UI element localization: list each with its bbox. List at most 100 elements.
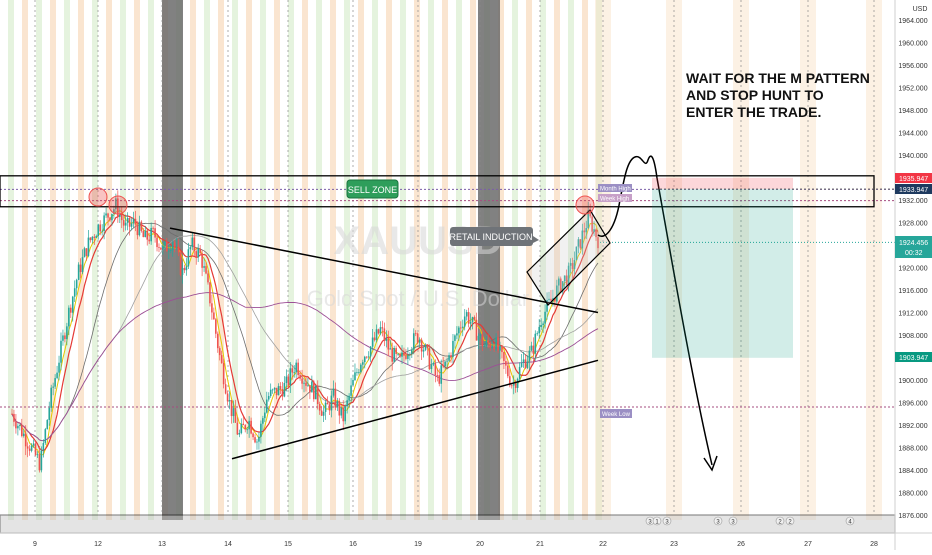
take-profit-zone[interactable] xyxy=(652,189,793,358)
session-band xyxy=(120,0,126,520)
candle-body xyxy=(305,382,307,386)
event-badge[interactable] xyxy=(785,516,795,526)
candle-body xyxy=(446,360,448,362)
candle-body xyxy=(71,296,74,313)
candle-body xyxy=(336,401,339,408)
session-band xyxy=(106,0,112,520)
candle-body xyxy=(338,401,341,416)
price-tick-label: 1952.000 xyxy=(898,86,927,93)
price-tick-label: 1948.000 xyxy=(898,108,927,115)
candle-body xyxy=(334,388,337,408)
candle-body xyxy=(397,353,399,355)
candle-body xyxy=(495,337,497,350)
candle-body xyxy=(56,372,58,379)
price-tick-label: 1888.000 xyxy=(898,446,927,453)
candle-body xyxy=(489,343,492,348)
event-badge[interactable] xyxy=(728,516,738,526)
candle-body xyxy=(438,375,441,384)
candle-body xyxy=(26,446,29,449)
candle-body xyxy=(109,217,111,221)
candle-body xyxy=(226,393,229,402)
candle-body xyxy=(307,385,309,387)
candle-body xyxy=(524,359,527,368)
candle-body xyxy=(499,346,501,351)
candle-body xyxy=(30,445,33,451)
candle-body xyxy=(289,368,292,386)
candle-body xyxy=(162,245,164,250)
entry-tag-bg xyxy=(895,184,932,194)
high-marker xyxy=(575,195,595,215)
event-badge[interactable] xyxy=(845,516,855,526)
candle-body xyxy=(587,210,590,229)
event-badge[interactable] xyxy=(652,516,662,526)
event-badge[interactable] xyxy=(662,516,672,526)
note-line-1: WAIT FOR THE M PATTERN xyxy=(686,70,870,86)
candle-body xyxy=(424,345,427,350)
candle-body xyxy=(387,338,390,350)
price-tick-label: 1960.000 xyxy=(898,41,927,48)
session-band xyxy=(260,0,266,520)
lower-trendline[interactable] xyxy=(231,359,599,460)
candle-body xyxy=(222,363,225,385)
bottom-zone-box[interactable] xyxy=(0,514,896,534)
candle-body xyxy=(158,247,160,248)
candle-body xyxy=(199,248,201,254)
session-band xyxy=(540,0,546,520)
trade-note[interactable]: WAIT FOR THE M PATTERN AND STOP HUNT TO … xyxy=(686,70,870,120)
watermark-description: Gold Spot / U.S. Dollar xyxy=(307,286,530,311)
session-band xyxy=(36,0,42,520)
event-badge[interactable] xyxy=(775,516,785,526)
candle-body xyxy=(430,364,433,370)
upper-trendline[interactable] xyxy=(169,227,599,314)
event-badge-count: 1 xyxy=(655,520,659,526)
candles xyxy=(11,190,599,473)
candle-body xyxy=(591,216,593,232)
candle-body xyxy=(565,275,568,285)
sell-zone-box[interactable] xyxy=(0,175,875,208)
stop-loss-zone[interactable] xyxy=(652,177,793,190)
candle-body xyxy=(42,442,45,451)
candle-body xyxy=(244,425,247,430)
candle-body xyxy=(150,227,152,242)
candle-body xyxy=(105,213,107,216)
event-badge[interactable] xyxy=(713,516,723,526)
candle-body xyxy=(160,247,162,250)
weekend-band xyxy=(478,0,500,520)
candle-body xyxy=(422,349,425,352)
induction-channel[interactable] xyxy=(526,209,611,306)
candle-body xyxy=(13,413,15,422)
session-band xyxy=(218,0,224,520)
price-tick-label: 1964.000 xyxy=(898,18,927,25)
session-band xyxy=(246,0,252,520)
event-badge-count: 3 xyxy=(665,520,669,526)
candle-body xyxy=(558,278,560,286)
retail-induction-label[interactable]: RETAIL INDUCTION xyxy=(449,227,539,246)
time-tick-label: 23 xyxy=(670,541,678,548)
price-tick-label: 1944.000 xyxy=(898,131,927,138)
price-tick-label: 1896.000 xyxy=(898,401,927,408)
time-tick-label: 22 xyxy=(599,541,607,548)
candle-body xyxy=(583,230,586,233)
candle-body xyxy=(238,432,241,435)
session-band xyxy=(582,0,588,520)
price-axis: 1876.000 1880.000 1884.000 1888.000 1892.000… xyxy=(894,0,928,550)
candle-body xyxy=(379,327,382,334)
candle-body xyxy=(48,407,51,420)
trade-box xyxy=(652,177,895,358)
candle-body xyxy=(313,381,315,400)
candle-body xyxy=(228,399,231,402)
candle-body xyxy=(250,420,252,434)
candle-body xyxy=(19,424,21,426)
candle-body xyxy=(115,198,117,210)
candle-body xyxy=(405,355,407,359)
sell-zone-label[interactable]: SELL ZONE xyxy=(346,179,399,199)
candle-body xyxy=(485,340,488,347)
candle-body xyxy=(54,378,56,387)
candle-body xyxy=(246,429,248,431)
week-high-label: Week High xyxy=(600,197,629,203)
time-tick-label: 15 xyxy=(284,541,292,548)
candle-body xyxy=(264,412,266,419)
candle-body xyxy=(79,264,82,273)
